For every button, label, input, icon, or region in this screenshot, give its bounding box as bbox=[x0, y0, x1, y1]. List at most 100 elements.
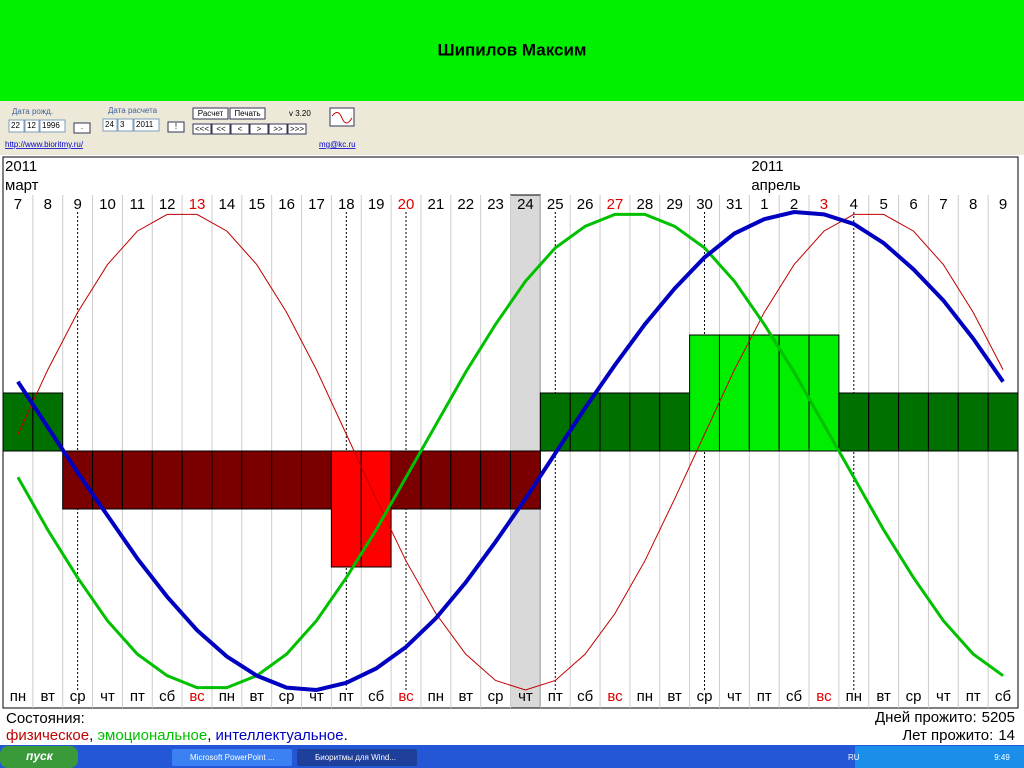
day-number: 22 bbox=[457, 196, 474, 213]
weekday: пн bbox=[846, 688, 862, 705]
lang: RU bbox=[848, 753, 860, 762]
input[interactable] bbox=[102, 118, 118, 132]
button[interactable] bbox=[167, 121, 185, 133]
day-number: 5 bbox=[879, 196, 887, 213]
nav-button[interactable] bbox=[211, 123, 231, 135]
weekday: пт bbox=[548, 688, 563, 705]
year: 2011 bbox=[5, 158, 37, 175]
state-bar bbox=[151, 450, 183, 510]
summary-label: Лет прожито: bbox=[902, 727, 993, 744]
day-number: 26 bbox=[577, 196, 594, 213]
month: март bbox=[5, 177, 39, 194]
state-bar bbox=[301, 450, 332, 510]
weekday: вт bbox=[458, 688, 473, 705]
input-value: 12 bbox=[27, 121, 36, 130]
button[interactable] bbox=[192, 107, 229, 120]
legend-entry: эмоциональное bbox=[97, 727, 207, 744]
tray bbox=[855, 746, 1024, 768]
day-number: 11 bbox=[130, 196, 146, 213]
state-bar bbox=[987, 392, 1019, 452]
state-bar bbox=[330, 450, 362, 568]
day-number: 10 bbox=[99, 196, 116, 213]
link[interactable]: http://www.bioritmy.ru/ bbox=[5, 140, 84, 149]
day-number: 19 bbox=[368, 196, 385, 213]
day-number: 18 bbox=[338, 196, 355, 213]
weekday: сб bbox=[577, 688, 593, 705]
state-bar bbox=[599, 392, 631, 452]
button[interactable] bbox=[73, 122, 91, 134]
day-number: 1 bbox=[760, 196, 768, 213]
start-label: пуск bbox=[26, 749, 54, 763]
curve bbox=[16, 209, 1005, 693]
input-value: 1996 bbox=[42, 121, 60, 130]
input[interactable] bbox=[24, 119, 40, 133]
button-label: ! bbox=[175, 122, 177, 131]
day-number: 13 bbox=[189, 196, 206, 213]
day-number: 28 bbox=[636, 196, 653, 213]
state-bar bbox=[898, 392, 929, 452]
state-bar bbox=[808, 334, 840, 452]
input[interactable] bbox=[39, 119, 66, 133]
legend-punct: . bbox=[344, 727, 348, 744]
weekday: чт bbox=[309, 688, 324, 705]
weekday: чт bbox=[936, 688, 951, 705]
weekday: пт bbox=[757, 688, 772, 705]
task-button[interactable] bbox=[297, 749, 417, 766]
summary: Дней прожито: 5205 bbox=[875, 709, 1015, 726]
weekday: вс bbox=[189, 688, 205, 705]
day-number: 7 bbox=[14, 196, 22, 213]
label: Дата рожд. bbox=[12, 107, 53, 116]
button[interactable] bbox=[229, 107, 266, 120]
day-number: 8 bbox=[44, 196, 52, 213]
input[interactable] bbox=[133, 118, 160, 132]
input-value: 3 bbox=[120, 120, 125, 129]
weekday: пн bbox=[219, 688, 235, 705]
nav-button[interactable] bbox=[230, 123, 250, 135]
input[interactable] bbox=[117, 118, 134, 132]
task-label: Биоритмы для Wind... bbox=[315, 753, 396, 762]
weekday: пн bbox=[428, 688, 444, 705]
year: 2011 bbox=[751, 158, 783, 175]
link[interactable]: mg@kc.ru bbox=[319, 140, 356, 149]
summary-value: 5205 bbox=[982, 709, 1015, 726]
weekday: вт bbox=[667, 688, 682, 705]
nav-button[interactable] bbox=[287, 123, 307, 135]
button-label: . bbox=[81, 122, 83, 131]
state-bar bbox=[718, 334, 750, 452]
state-bar bbox=[271, 450, 303, 510]
day-number: 29 bbox=[666, 196, 683, 213]
curve bbox=[16, 212, 1004, 690]
summary-label: Дней прожито: bbox=[875, 709, 977, 726]
weekday: чт bbox=[100, 688, 115, 705]
weekday: пт bbox=[966, 688, 981, 705]
weekday: вт bbox=[41, 688, 56, 705]
day-number: 12 bbox=[159, 196, 176, 213]
start-button[interactable] bbox=[0, 746, 78, 768]
nav-button[interactable] bbox=[192, 123, 212, 135]
input[interactable] bbox=[8, 119, 25, 133]
day-number: 7 bbox=[939, 196, 947, 213]
title-bar bbox=[0, 0, 1024, 101]
weekday: вс bbox=[398, 688, 414, 705]
task-button[interactable] bbox=[172, 749, 292, 766]
nav-label: <<< bbox=[195, 125, 209, 134]
state-bar bbox=[868, 392, 900, 452]
day-number: 4 bbox=[850, 196, 858, 213]
state-bar bbox=[420, 450, 452, 510]
legend: физическое, эмоциональное, интеллектуаль… bbox=[6, 727, 348, 744]
nav-button[interactable] bbox=[249, 123, 269, 135]
nav-label: >> bbox=[273, 125, 283, 134]
day-number: 15 bbox=[248, 196, 265, 213]
weekday: пт bbox=[130, 688, 145, 705]
nav-button[interactable] bbox=[268, 123, 288, 135]
title: Шипилов Максим bbox=[438, 40, 587, 59]
weekday: вт bbox=[249, 688, 264, 705]
weekday: сб bbox=[159, 688, 175, 705]
state-bar bbox=[659, 392, 691, 452]
state-bar bbox=[539, 392, 571, 452]
legend-punct: , bbox=[207, 727, 215, 744]
weekday: чт bbox=[727, 688, 742, 705]
weekday: вс bbox=[607, 688, 623, 705]
curve bbox=[17, 213, 1004, 691]
